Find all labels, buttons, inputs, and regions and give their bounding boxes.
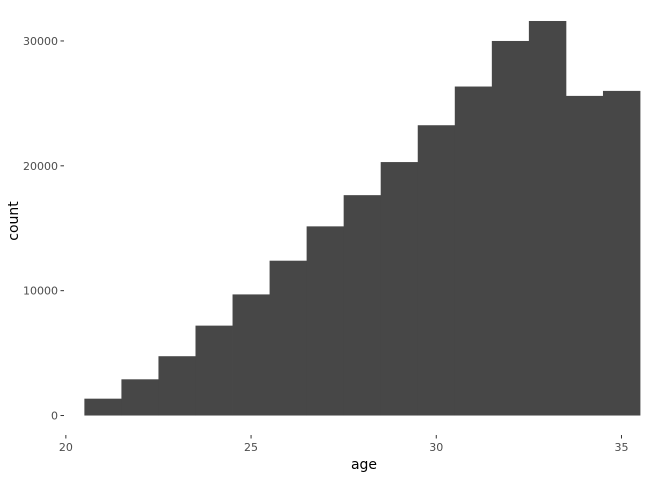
x-tick-label: 25 bbox=[244, 441, 258, 454]
y-tick-label: 20000 bbox=[23, 160, 58, 173]
histogram-bar bbox=[195, 325, 233, 416]
y-tick-label: 30000 bbox=[23, 35, 58, 48]
y-axis: 0 10000 20000 30000 bbox=[23, 35, 64, 423]
histogram-bar bbox=[269, 260, 308, 416]
histogram-bar bbox=[602, 90, 641, 416]
x-tick-label: 20 bbox=[59, 441, 73, 454]
bars-group bbox=[84, 20, 641, 416]
x-axis: 20 25 30 35 bbox=[59, 435, 628, 454]
x-axis-title: age bbox=[351, 457, 377, 473]
histogram-bar bbox=[528, 20, 567, 416]
histogram-bar bbox=[343, 195, 382, 416]
histogram-bar bbox=[454, 86, 493, 416]
y-tick-label: 10000 bbox=[23, 285, 58, 298]
x-tick-label: 30 bbox=[429, 441, 443, 454]
histogram-bar bbox=[158, 356, 196, 416]
y-axis-title: count bbox=[6, 201, 22, 241]
histogram-bar bbox=[84, 398, 122, 416]
histogram-bar bbox=[417, 125, 456, 416]
histogram-bar bbox=[306, 226, 345, 416]
x-tick-label: 35 bbox=[614, 441, 628, 454]
histogram-bar bbox=[491, 40, 530, 416]
y-tick-label: 0 bbox=[51, 410, 58, 423]
histogram-bar bbox=[232, 294, 270, 416]
histogram-bar bbox=[380, 162, 419, 416]
histogram-bar bbox=[565, 95, 604, 416]
histogram-bar bbox=[121, 379, 159, 416]
